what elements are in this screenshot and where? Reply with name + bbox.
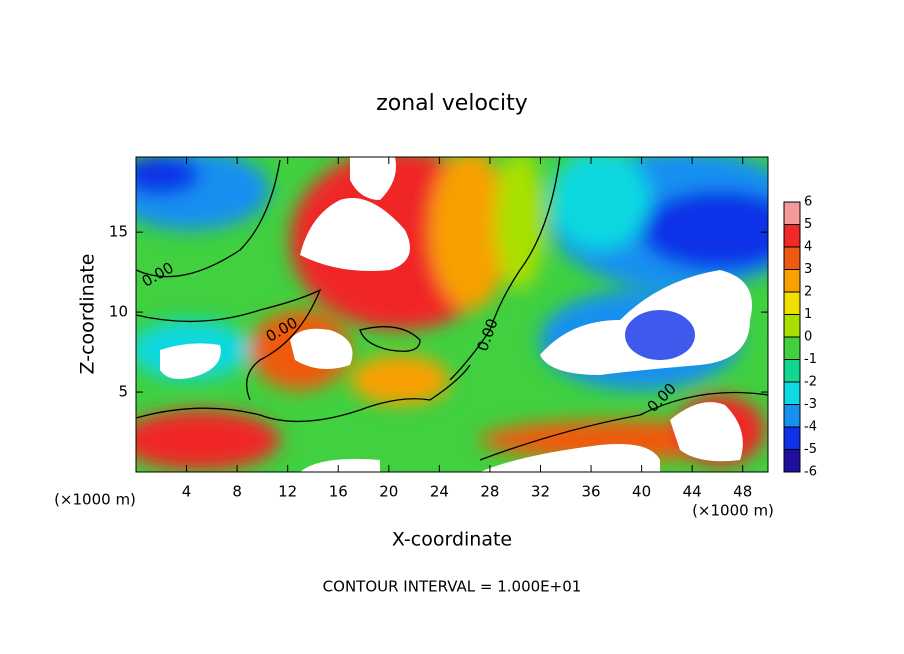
x-tick-label: 40: [632, 483, 651, 501]
y-tick-label: 5: [118, 383, 128, 401]
x-tick-label: 4: [182, 483, 192, 501]
colorbar-label: 6: [804, 195, 812, 210]
x-tick-label: 28: [480, 483, 499, 501]
colorbar-label: -3: [804, 397, 817, 412]
x-tick-label: 24: [430, 483, 449, 501]
x-tick-label: 12: [278, 483, 297, 501]
colorbar-swatch: [784, 404, 800, 427]
footer: CONTOUR INTERVAL = 1.000E+01: [323, 578, 582, 596]
colorbar-swatch: [784, 292, 800, 315]
colorbar-label: 5: [804, 217, 812, 232]
colorbar-label: -6: [804, 465, 817, 480]
colorbar-swatch: [784, 224, 800, 247]
colorbar-label: 0: [804, 330, 812, 345]
colorbar-swatch: [784, 427, 800, 450]
colorbar-swatch: [784, 247, 800, 270]
colorbar-swatch: [784, 449, 800, 472]
x-tick-label: 16: [329, 483, 348, 501]
plot-frame: [135, 156, 769, 473]
chart-title: zonal velocity: [376, 91, 528, 116]
colorbar-label: 3: [804, 262, 812, 277]
colorbar-label: 2: [804, 285, 812, 300]
y-axis-label: Z-coordinate: [77, 254, 99, 375]
colorbar-label: 4: [804, 240, 812, 255]
colorbar-swatch: [784, 269, 800, 292]
x-tick-label: 20: [379, 483, 398, 501]
y-tick-label: 15: [109, 223, 128, 241]
colorbar-label: -4: [804, 420, 817, 435]
colorbar-label: 1: [804, 307, 812, 322]
x-tick-label: 32: [531, 483, 550, 501]
colorbar-label: -2: [804, 375, 817, 390]
x-tick-label: 8: [232, 483, 242, 501]
colorbar-swatch: [784, 314, 800, 337]
x-tick-label: 44: [683, 483, 702, 501]
x-tick-label: 36: [581, 483, 600, 501]
x-tick-label: 48: [733, 483, 752, 501]
x-unit: (×1000 m): [54, 491, 136, 509]
x-axis-label: X-coordinate: [392, 529, 512, 551]
field: [136, 157, 768, 472]
y-tick-label: 10: [109, 303, 128, 321]
y-unit: (×1000 m): [692, 502, 774, 520]
colorbar-swatch: [784, 359, 800, 382]
colorbar-label: -5: [804, 442, 817, 457]
colorbar-swatch: [784, 337, 800, 360]
colorbar-swatch: [784, 202, 800, 225]
colorbar-swatch: [784, 382, 800, 405]
colorbar-label: -1: [804, 352, 817, 367]
